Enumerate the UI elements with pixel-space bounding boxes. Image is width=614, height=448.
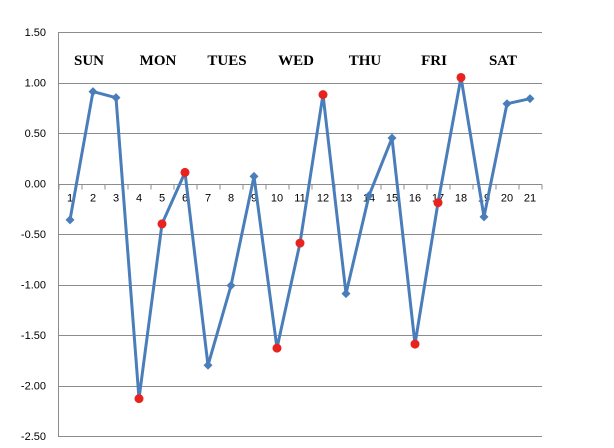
data-point-3 (111, 93, 121, 103)
data-point-2 (88, 87, 98, 97)
data-point-21 (525, 94, 535, 104)
data-series (65, 72, 535, 404)
x-tick-label: 16 (409, 193, 421, 205)
x-tick-label: 8 (228, 193, 234, 205)
highlight-point-11 (295, 238, 305, 248)
y-tick-label: -1.50 (21, 330, 46, 342)
highlight-point-5 (157, 219, 167, 229)
y-tick-label: -2.50 (21, 431, 46, 443)
day-labels: SUN MON TUES WED THU FRI SAT (74, 53, 517, 69)
x-tick-label: 3 (113, 193, 119, 205)
x-tick-label: 11 (294, 193, 305, 205)
day-label-sun: SUN (74, 53, 104, 69)
data-point-15 (387, 133, 397, 143)
x-tick-label: 12 (317, 193, 329, 205)
highlight-point-6 (180, 167, 190, 177)
data-point-9 (249, 171, 259, 181)
data-point-7 (203, 360, 213, 370)
highlight-point-16 (410, 339, 420, 349)
y-tick-label: 1.50 (25, 27, 46, 39)
highlight-point-12 (318, 90, 328, 100)
day-label-tues: TUES (207, 53, 246, 69)
y-tick-label: 0.00 (25, 179, 46, 191)
x-tick-label: 9 (251, 193, 257, 205)
x-tick-label: 18 (455, 193, 467, 205)
x-tick-label: 1 (67, 193, 73, 205)
x-tick-label: 5 (159, 193, 165, 205)
data-point-13 (341, 289, 351, 299)
y-tick-label: -0.50 (21, 229, 46, 241)
highlight-point-10 (272, 343, 282, 353)
data-point-1 (65, 215, 75, 225)
x-tick-label: 10 (271, 193, 283, 205)
highlight-point-18 (456, 72, 466, 82)
x-tick-label: 13 (340, 193, 352, 205)
y-axis-tick-labels: 1.50 1.00 0.50 0.00 -0.50 -1.00 -1.50 -2.00 -2.5… (21, 27, 46, 443)
day-label-fri: FRI (421, 53, 447, 69)
y-tick-label: 0.50 (25, 128, 46, 140)
x-tick-label: 15 (386, 193, 398, 205)
data-point-20 (502, 99, 512, 109)
data-point-14 (364, 191, 374, 201)
day-label-wed: WED (278, 53, 314, 69)
x-axis-tick-labels: 123456789101112131415161718192021 (67, 193, 536, 205)
series-line (68, 75, 531, 401)
data-point-19 (479, 212, 489, 222)
x-tick-label: 4 (136, 193, 142, 205)
highlight-point-4 (134, 394, 144, 404)
y-tick-label: -2.00 (21, 381, 46, 393)
x-tick-label: 6 (182, 193, 188, 205)
x-tick-label: 21 (524, 193, 536, 205)
x-tick-label: 2 (90, 193, 96, 205)
highlight-point-17 (433, 198, 443, 208)
day-label-mon: MON (140, 53, 177, 69)
y-tick-label: -1.00 (21, 280, 46, 292)
x-tick-label: 20 (501, 193, 513, 205)
day-label-sat: SAT (489, 53, 517, 69)
y-tick-label: 1.00 (25, 78, 46, 90)
day-label-thu: THU (349, 53, 382, 69)
x-tick-label: 7 (205, 193, 211, 205)
data-point-8 (226, 281, 236, 291)
